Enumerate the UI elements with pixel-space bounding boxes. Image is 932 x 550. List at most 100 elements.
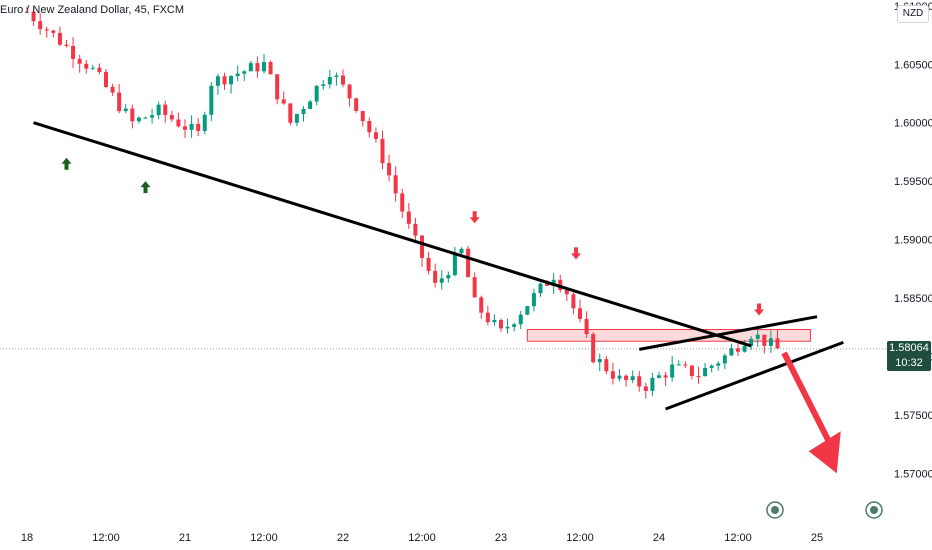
candle-body: [143, 117, 148, 119]
chart-title-text: Euro / New Zealand Dollar, 45, FXCM: [0, 4, 185, 16]
candle-body: [729, 348, 734, 356]
trendline: [638, 315, 818, 351]
candle-body: [90, 67, 95, 69]
time-tick-label: 21: [179, 532, 191, 544]
up-arrow-marker: [61, 157, 72, 170]
candle-body: [426, 257, 431, 271]
candle-body: [235, 73, 240, 77]
candle-body: [531, 293, 536, 307]
resistance-zone: [526, 329, 811, 342]
candle-body: [136, 117, 141, 122]
candle-body: [314, 85, 319, 102]
candle-body: [578, 308, 582, 319]
candle-body: [755, 334, 760, 339]
candle-body: [492, 320, 497, 323]
projection-arrow-head: [808, 431, 841, 474]
candle-body: [222, 76, 227, 85]
candle-body: [104, 72, 108, 87]
down-arrow-marker: [571, 247, 582, 260]
candle-body: [360, 111, 365, 122]
candle-body: [406, 211, 411, 224]
resistance-zone-rect: [526, 329, 811, 342]
candle-body: [413, 223, 418, 236]
candle-body: [110, 86, 115, 93]
candle-body: [387, 163, 392, 176]
projection-arrow-shaft: [781, 351, 834, 447]
down-arrow-marker: [754, 303, 765, 316]
price-tick-label: 1.58500: [894, 293, 932, 305]
candle-body: [71, 45, 76, 59]
candle-body: [479, 297, 484, 313]
time-tick-label: 12:00: [566, 532, 594, 544]
candle-body: [400, 193, 405, 212]
candle-body: [196, 123, 201, 131]
candle-body: [716, 363, 721, 366]
candle-body: [354, 98, 359, 112]
candle-body: [637, 376, 642, 387]
candle-body: [696, 376, 701, 378]
candle-body: [321, 84, 326, 86]
candle-body: [742, 345, 747, 352]
down-arrow-marker: [469, 211, 480, 224]
candle-body: [768, 338, 773, 346]
candle-body: [459, 248, 464, 254]
candle-body: [367, 121, 372, 133]
candle-body: [44, 29, 49, 31]
candle-body: [202, 114, 207, 131]
candle-body: [466, 248, 471, 278]
candle-body: [472, 277, 477, 298]
candle-body: [775, 338, 780, 349]
candle-body: [591, 334, 596, 363]
time-tick-label: 12:00: [250, 532, 278, 544]
last-price-label: 1.58064 10:32: [887, 340, 931, 371]
candle-body: [150, 115, 155, 118]
candle-body: [308, 101, 313, 109]
signal-markers: [61, 157, 841, 474]
candle-body: [380, 138, 385, 164]
candle-body: [722, 355, 727, 364]
candle-body: [518, 314, 523, 325]
candle-body: [64, 44, 69, 46]
candle-body: [485, 312, 490, 323]
price-axis[interactable]: 1.610001.605001.600001.595001.590001.585…: [894, 1, 932, 480]
time-tick-label: 18: [21, 532, 33, 544]
price-tick-label: 1.59000: [894, 235, 932, 247]
price-tick-label: 1.60000: [894, 118, 932, 130]
time-tick-label: 12:00: [408, 532, 436, 544]
candle-body: [584, 318, 589, 335]
candle-body: [749, 338, 754, 346]
candle-body: [689, 365, 694, 377]
candle-body: [209, 85, 214, 115]
candle-body: [84, 63, 89, 69]
candle-body: [525, 306, 530, 315]
candle-body: [163, 104, 168, 115]
trendlines: [33, 121, 844, 411]
candle-body: [630, 376, 635, 381]
candle-body: [604, 359, 609, 372]
candle-body: [505, 326, 510, 329]
candle-body: [420, 235, 424, 258]
candle-body: [446, 275, 451, 279]
candle-body: [452, 253, 457, 276]
candle-body: [242, 71, 247, 74]
currency-badge[interactable]: NZD: [897, 5, 929, 23]
candle-body: [97, 67, 102, 73]
time-tick-label: 22: [337, 532, 349, 544]
candle-body: [624, 375, 629, 381]
time-axis[interactable]: 18 12:00 21 12:00 22 12:00 23 12:00 24 12:00 25: [21, 532, 823, 544]
trendline: [33, 121, 752, 348]
candle-body: [294, 114, 299, 123]
candle-body: [512, 324, 517, 327]
candle-body: [301, 108, 306, 115]
candle-body: [683, 364, 688, 366]
chart-title[interactable]: Euro / New Zealand Dollar, 45, FXCM: [0, 4, 184, 16]
candle-body: [268, 62, 273, 75]
candles: [25, 6, 780, 399]
time-tick-label: 12:00: [92, 532, 120, 544]
candle-body: [762, 334, 767, 346]
candle-body: [229, 76, 234, 85]
candle-body: [255, 63, 260, 72]
candle-body: [393, 175, 398, 194]
candle-body: [189, 123, 194, 130]
